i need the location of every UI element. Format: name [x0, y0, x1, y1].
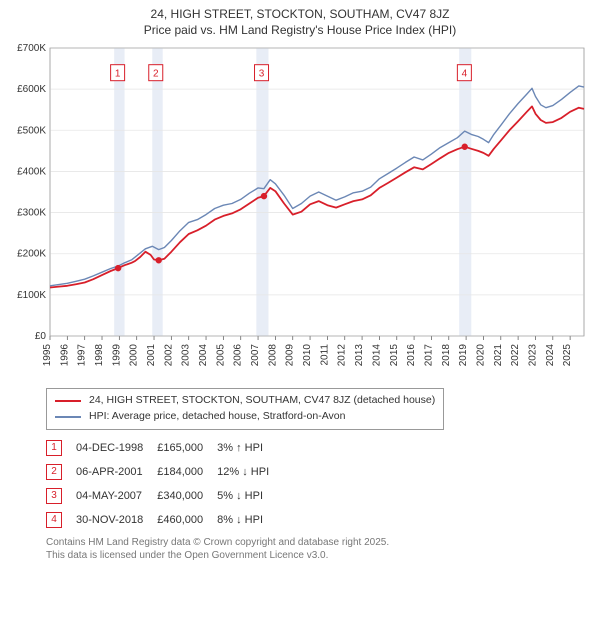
svg-text:2000: 2000: [129, 344, 140, 367]
chart-title: 24, HIGH STREET, STOCKTON, SOUTHAM, CV47…: [10, 6, 590, 38]
tx-marker: 2: [46, 460, 76, 484]
tx-date: 04-DEC-1998: [76, 436, 157, 460]
svg-text:£100K: £100K: [17, 290, 46, 301]
tx-marker: 1: [46, 436, 76, 460]
transaction-row: 104-DEC-1998£165,0003% ↑ HPI: [46, 436, 283, 460]
legend-label: 24, HIGH STREET, STOCKTON, SOUTHAM, CV47…: [89, 393, 435, 409]
tx-date: 06-APR-2001: [76, 460, 157, 484]
svg-text:2020: 2020: [475, 344, 486, 367]
tx-delta: 3% ↑ HPI: [217, 436, 283, 460]
tx-date: 04-MAY-2007: [76, 484, 157, 508]
legend: 24, HIGH STREET, STOCKTON, SOUTHAM, CV47…: [46, 388, 444, 430]
svg-text:1996: 1996: [59, 344, 70, 367]
svg-text:2022: 2022: [510, 344, 521, 367]
svg-text:1995: 1995: [42, 344, 53, 367]
svg-text:2009: 2009: [285, 344, 296, 367]
svg-text:2013: 2013: [354, 344, 365, 367]
tx-price: £340,000: [157, 484, 217, 508]
svg-text:4: 4: [462, 69, 468, 80]
tx-price: £165,000: [157, 436, 217, 460]
svg-text:1998: 1998: [94, 344, 105, 367]
svg-text:2024: 2024: [545, 344, 556, 367]
footer-line-2: This data is licensed under the Open Gov…: [46, 550, 328, 561]
tx-delta: 5% ↓ HPI: [217, 484, 283, 508]
svg-text:2021: 2021: [493, 344, 504, 367]
transaction-row: 304-MAY-2007£340,0005% ↓ HPI: [46, 484, 283, 508]
svg-text:2025: 2025: [562, 344, 573, 367]
chart-area: £0 £100K £200K £300K £400K £500K £600K £700K 199…: [10, 42, 590, 382]
svg-text:1997: 1997: [77, 344, 88, 367]
svg-text:2008: 2008: [267, 344, 278, 367]
svg-text:£0: £0: [35, 331, 47, 342]
title-line-1: 24, HIGH STREET, STOCKTON, SOUTHAM, CV47…: [151, 7, 450, 21]
tx-delta: 8% ↓ HPI: [217, 508, 283, 532]
svg-text:3: 3: [259, 69, 265, 80]
tx-delta: 12% ↓ HPI: [217, 460, 283, 484]
legend-item: HPI: Average price, detached house, Stra…: [55, 409, 435, 425]
svg-text:2016: 2016: [406, 344, 417, 367]
tx-price: £460,000: [157, 508, 217, 532]
footer-attribution: Contains HM Land Registry data © Crown c…: [46, 536, 590, 562]
tx-marker: 3: [46, 484, 76, 508]
tx-price: £184,000: [157, 460, 217, 484]
legend-label: HPI: Average price, detached house, Stra…: [89, 409, 345, 425]
svg-text:1999: 1999: [111, 344, 122, 367]
tx-date: 30-NOV-2018: [76, 508, 157, 532]
svg-text:£400K: £400K: [17, 167, 46, 178]
svg-text:£500K: £500K: [17, 126, 46, 137]
svg-text:2001: 2001: [146, 344, 157, 367]
svg-text:2012: 2012: [337, 344, 348, 367]
svg-text:2011: 2011: [319, 344, 330, 366]
footer-line-1: Contains HM Land Registry data © Crown c…: [46, 537, 389, 548]
svg-text:2018: 2018: [441, 344, 452, 367]
legend-swatch: [55, 416, 81, 418]
legend-swatch: [55, 400, 81, 402]
transaction-row: 206-APR-2001£184,00012% ↓ HPI: [46, 460, 283, 484]
svg-text:2: 2: [153, 69, 159, 80]
svg-text:£300K: £300K: [17, 208, 46, 219]
line-chart: £0 £100K £200K £300K £400K £500K £600K £700K 199…: [10, 42, 590, 382]
svg-text:2023: 2023: [527, 344, 538, 367]
svg-text:£700K: £700K: [17, 43, 46, 54]
svg-text:2006: 2006: [233, 344, 244, 367]
transactions-table: 104-DEC-1998£165,0003% ↑ HPI206-APR-2001…: [46, 436, 283, 532]
transaction-row: 430-NOV-2018£460,0008% ↓ HPI: [46, 508, 283, 532]
svg-text:£600K: £600K: [17, 85, 46, 96]
svg-text:2019: 2019: [458, 344, 469, 367]
title-line-2: Price paid vs. HM Land Registry's House …: [144, 23, 456, 37]
svg-text:2010: 2010: [302, 344, 313, 367]
svg-text:2002: 2002: [163, 344, 174, 367]
svg-text:2014: 2014: [371, 344, 382, 367]
svg-text:2017: 2017: [423, 344, 434, 367]
svg-text:2007: 2007: [250, 344, 261, 367]
svg-text:1: 1: [115, 69, 121, 80]
svg-text:2004: 2004: [198, 344, 209, 367]
svg-text:2005: 2005: [215, 344, 226, 367]
svg-text:£200K: £200K: [17, 249, 46, 260]
svg-text:2003: 2003: [181, 344, 192, 367]
svg-text:2015: 2015: [389, 344, 400, 367]
legend-item: 24, HIGH STREET, STOCKTON, SOUTHAM, CV47…: [55, 393, 435, 409]
tx-marker: 4: [46, 508, 76, 532]
